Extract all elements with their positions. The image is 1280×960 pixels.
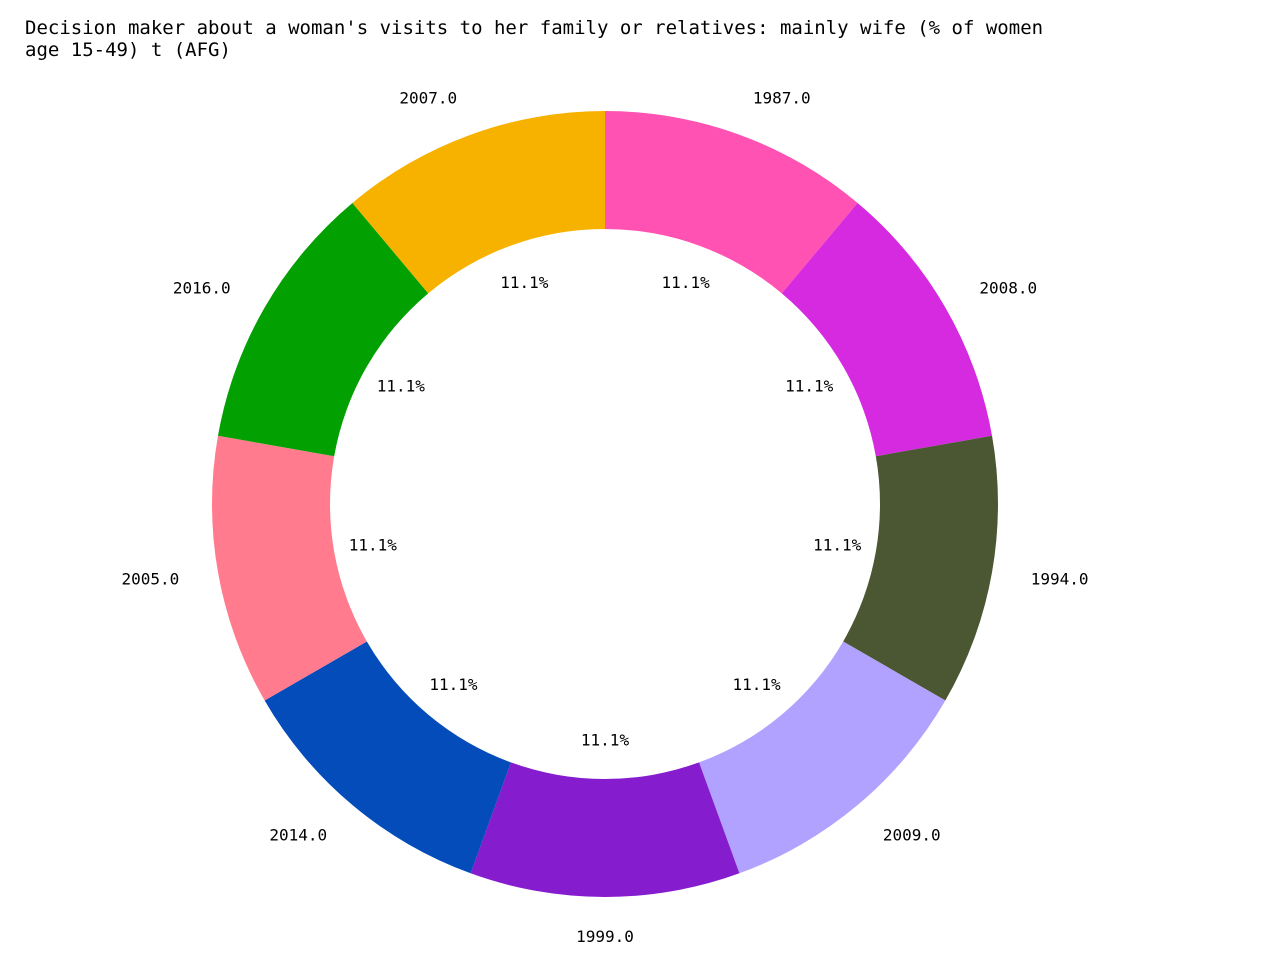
category-labels: 1987.0 2008.0 1994.0 2009.0 1999.0 2014.0 2005… xyxy=(121,88,1088,946)
percent-label: 11.1% xyxy=(662,273,711,292)
percent-label: 11.1% xyxy=(500,273,549,292)
slice-2014-0 xyxy=(264,641,511,874)
chart-title: Decision maker about a woman's visits to… xyxy=(25,17,1044,61)
slice-2016-0 xyxy=(217,202,429,457)
category-label: 2008.0 xyxy=(979,278,1037,297)
category-label: 2005.0 xyxy=(121,570,179,589)
category-label: 2007.0 xyxy=(399,88,457,107)
slice-1999-0 xyxy=(470,762,740,897)
category-label: 1999.0 xyxy=(576,927,634,946)
category-label: 2009.0 xyxy=(883,826,941,845)
slice-1994-0 xyxy=(843,435,998,701)
percent-label: 11.1% xyxy=(349,535,398,554)
percent-label: 11.1% xyxy=(581,730,630,749)
slice-1987-0 xyxy=(605,111,858,294)
percent-label: 11.1% xyxy=(429,675,478,694)
percent-labels: 11.1% 11.1% 11.1% 11.1% 11.1% 11.1% 11.1% 11.1%… xyxy=(349,273,862,749)
percent-label: 11.1% xyxy=(785,377,834,396)
percent-label: 11.1% xyxy=(813,535,862,554)
percent-label: 11.1% xyxy=(377,377,426,396)
donut-slices xyxy=(211,111,998,897)
percent-label: 11.1% xyxy=(732,675,781,694)
category-label: 1994.0 xyxy=(1031,570,1089,589)
category-label: 2016.0 xyxy=(173,278,231,297)
slice-2005-0 xyxy=(211,435,367,701)
category-label: 2014.0 xyxy=(269,826,327,845)
slice-2009-0 xyxy=(699,641,946,874)
category-label: 1987.0 xyxy=(753,88,811,107)
slice-2008-0 xyxy=(781,202,993,457)
slice-2007-0 xyxy=(352,111,605,294)
